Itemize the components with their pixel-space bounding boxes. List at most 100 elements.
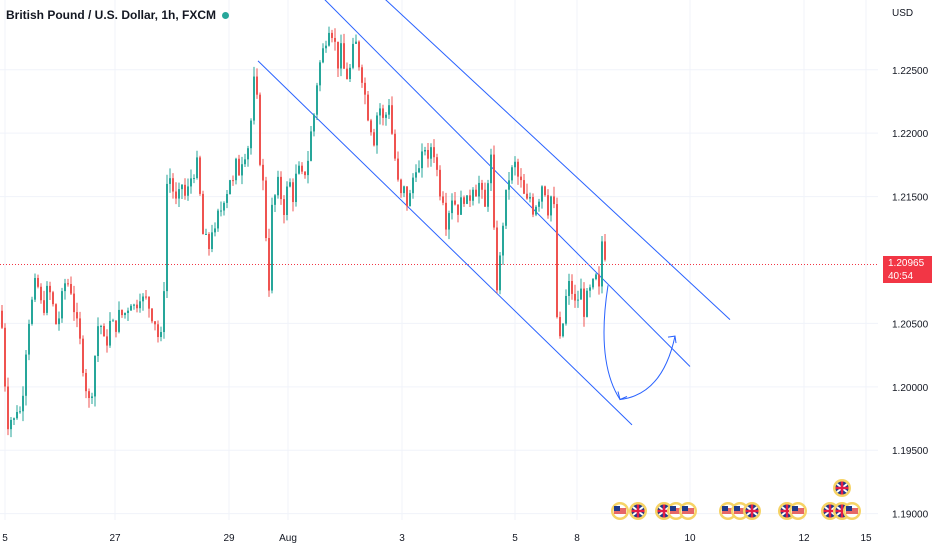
candle-body (28, 323, 30, 355)
candle-body (577, 299, 579, 301)
candle-body (1, 310, 3, 328)
candle-body (256, 76, 258, 95)
candle-body (250, 120, 252, 149)
candle-body (37, 277, 39, 287)
channel-line[interactable] (315, 0, 691, 367)
candle-body (118, 309, 120, 332)
candle-body (199, 157, 201, 194)
market-status-icon (222, 12, 230, 19)
price-tick-label: 1.22500 (892, 66, 929, 77)
candle-body (133, 304, 135, 306)
candle-body (574, 293, 576, 301)
candle-body (142, 296, 144, 302)
candle-body (139, 301, 141, 309)
candle-body (361, 67, 363, 83)
channel-line[interactable] (257, 60, 633, 426)
channel-line[interactable] (375, 0, 731, 320)
candle-body (331, 32, 333, 38)
candle-body (247, 148, 249, 160)
candle-body (580, 288, 582, 300)
candles (1, 26, 606, 438)
candle-body (466, 195, 468, 204)
candle-body (61, 291, 63, 319)
candle-body (283, 199, 285, 215)
candle-body (67, 283, 69, 285)
time-axis[interactable]: 5 27 29 Aug 3 5 8 10 12 15 (2, 533, 872, 544)
candle-body (325, 45, 327, 49)
candle-body (112, 320, 114, 322)
candle-body (571, 280, 573, 294)
candle-body (355, 41, 357, 44)
axis-currency[interactable]: USD (892, 8, 914, 19)
candle-body (115, 320, 117, 332)
candle-body (181, 184, 183, 190)
candle-body (301, 165, 303, 172)
candle-body (220, 210, 222, 212)
candle-body (295, 173, 297, 203)
candle-body (214, 228, 216, 233)
arrow-head-end (667, 335, 677, 344)
candle-body (478, 182, 480, 197)
candle-body (490, 154, 492, 184)
symbol-title-text: British Pound / U.S. Dollar, 1h, FXCM (6, 8, 217, 22)
candle-body (460, 197, 462, 215)
grid-lines (0, 0, 878, 520)
us-flag-canton (792, 506, 798, 511)
candle-body (523, 180, 525, 194)
us-flag-icon[interactable] (679, 502, 697, 520)
candle-body (235, 158, 237, 181)
candle-body (319, 62, 321, 86)
candle-body (31, 299, 33, 324)
candle-body (121, 309, 123, 316)
candle-body (259, 94, 261, 165)
candle-body (556, 204, 558, 318)
time-tick-label: 27 (109, 533, 121, 544)
price-tick-label: 1.20000 (892, 383, 929, 394)
uk-flag-icon[interactable] (743, 502, 761, 520)
price-tick-label: 1.21500 (892, 193, 929, 204)
uk-flag-cross-v (662, 504, 666, 518)
candle-body (418, 168, 420, 173)
candle-body (241, 164, 243, 176)
candle-body (298, 165, 300, 174)
us-flag-icon[interactable] (611, 502, 629, 520)
candle-body (583, 288, 585, 317)
current-price-value: 1.20965 (888, 258, 925, 270)
candle-body (88, 391, 90, 399)
candle-body (310, 131, 312, 161)
candle-body (382, 108, 384, 118)
uk-flag-icon[interactable] (833, 479, 851, 497)
candle-body (559, 317, 561, 337)
trend-channel[interactable] (257, 0, 731, 426)
price-tick-label: 1.19000 (892, 510, 929, 521)
candle-body (496, 227, 498, 291)
candle-body (586, 290, 588, 317)
candle-body (58, 318, 60, 325)
price-axis[interactable]: 1.22500 1.22000 1.21500 1.20500 1.20000 1.195… (892, 66, 929, 521)
us-flag-icon[interactable] (843, 502, 861, 520)
candle-body (409, 193, 411, 207)
candle-body (376, 115, 378, 146)
candle-body (499, 255, 501, 291)
us-flag-stripe (792, 512, 804, 514)
candle-body (337, 41, 339, 69)
candle-body (433, 147, 435, 158)
economic-events[interactable] (611, 479, 861, 520)
candle-body (565, 295, 567, 324)
symbol-title[interactable]: British Pound / U.S. Dollar, 1h, FXCM (6, 8, 230, 22)
candle-body (43, 300, 45, 313)
candle-body (238, 158, 240, 176)
candle-body (184, 184, 186, 196)
candle-body (25, 354, 27, 396)
uk-flag-icon[interactable] (629, 502, 647, 520)
candle-body (64, 283, 66, 292)
candle-body (517, 161, 519, 177)
candle-body (190, 178, 192, 187)
bar-countdown: 40:54 (888, 271, 914, 283)
projection-arrow[interactable] (603, 285, 676, 401)
price-tick-label: 1.20500 (892, 319, 929, 330)
candle-body (328, 32, 330, 46)
us-flag-icon[interactable] (789, 502, 807, 520)
candle-body (427, 149, 429, 159)
